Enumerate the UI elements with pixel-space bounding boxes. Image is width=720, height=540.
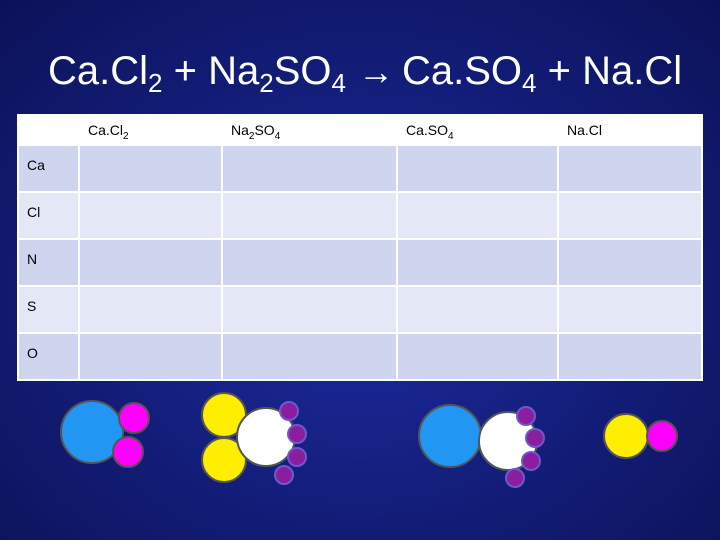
reaction-equation: Ca.Cl2 + Na2SO4 → Ca.SO4 + Na.Cl (48, 46, 682, 97)
chlorine-atom-icon (646, 420, 678, 452)
row-label-o: O (17, 332, 80, 381)
calcium-atom-icon (60, 400, 124, 464)
plus-sign: + (173, 49, 197, 93)
caso4-molecule (418, 404, 545, 488)
molecule-models (60, 392, 678, 488)
table-cell[interactable] (557, 144, 703, 193)
na2so4-molecule (201, 392, 307, 485)
oxygen-atom-icon (521, 451, 541, 471)
header-cacl2: Ca.Cl2 (78, 114, 223, 146)
header-na2so4: Na2SO4 (221, 114, 398, 146)
row-label-cl: Cl (17, 191, 80, 240)
chlorine-atom-icon (118, 402, 150, 434)
table-cell[interactable] (396, 144, 559, 193)
table-cell[interactable] (221, 332, 398, 381)
table-cell[interactable] (221, 285, 398, 334)
oxygen-atom-icon (516, 406, 536, 426)
table-cell[interactable] (396, 332, 559, 381)
row-label-s: S (17, 285, 80, 334)
cacl2-molecule (60, 400, 150, 468)
plus-sign: + (547, 49, 571, 93)
table-cell[interactable] (78, 191, 223, 240)
oxygen-atom-icon (505, 468, 525, 488)
table-cell[interactable] (557, 285, 703, 334)
header-nacl: Na.Cl (557, 114, 703, 146)
reactant-na2so4: Na2SO4 (208, 49, 346, 98)
table-cell[interactable] (557, 238, 703, 287)
table-cell[interactable] (78, 332, 223, 381)
corner-cell (17, 114, 80, 146)
sodium-atom-icon (201, 437, 247, 483)
table-cell[interactable] (396, 191, 559, 240)
table-cell[interactable] (78, 238, 223, 287)
table-cell[interactable] (396, 238, 559, 287)
table-cell[interactable] (221, 238, 398, 287)
atom-count-table: Ca.Cl2 Na2SO4 Ca.SO4 Na.Cl Ca Cl N S O (17, 114, 703, 381)
table-row: O (17, 332, 703, 381)
table-header-row: Ca.Cl2 Na2SO4 Ca.SO4 Na.Cl (17, 114, 703, 146)
table-cell[interactable] (396, 285, 559, 334)
oxygen-atom-icon (274, 465, 294, 485)
table-cell[interactable] (78, 285, 223, 334)
product-caso4: Ca.SO4 (401, 49, 537, 98)
table-row: S (17, 285, 703, 334)
table-cell[interactable] (221, 191, 398, 240)
oxygen-atom-icon (287, 447, 307, 467)
oxygen-atom-icon (279, 401, 299, 421)
table-cell[interactable] (221, 144, 398, 193)
row-label-ca: Ca (17, 144, 80, 193)
table-row: Ca (17, 144, 703, 193)
nacl-molecule (603, 413, 678, 459)
row-label-n: N (17, 238, 80, 287)
product-nacl: Na.Cl (582, 49, 683, 93)
table-cell[interactable] (557, 332, 703, 381)
sodium-atom-icon (603, 413, 649, 459)
oxygen-atom-icon (525, 428, 545, 448)
header-caso4: Ca.SO4 (396, 114, 559, 146)
oxygen-atom-icon (287, 424, 307, 444)
reaction-arrow-icon: → (357, 51, 394, 92)
calcium-atom-icon (418, 404, 482, 468)
table-row: N (17, 238, 703, 287)
chlorine-atom-icon (112, 436, 144, 468)
table-row: Cl (17, 191, 703, 240)
table-cell[interactable] (78, 144, 223, 193)
table-cell[interactable] (557, 191, 703, 240)
reactant-cacl2: Ca.Cl2 (48, 49, 163, 98)
